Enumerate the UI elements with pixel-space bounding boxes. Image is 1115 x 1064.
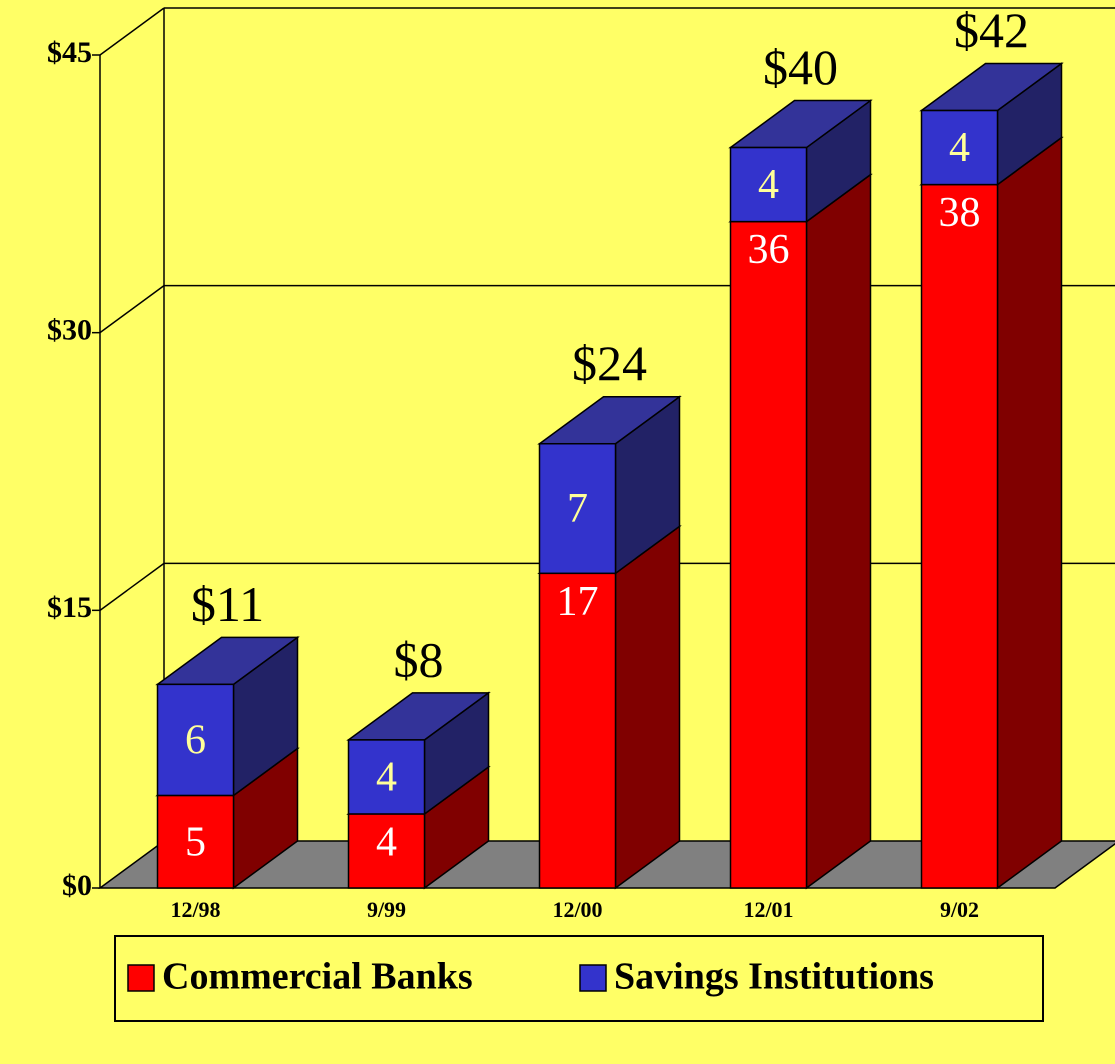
y-tick-label: $0 bbox=[62, 869, 92, 902]
bar-side bbox=[614, 524, 681, 890]
value-label: 5 bbox=[185, 820, 206, 866]
value-label: 4 bbox=[376, 755, 397, 801]
bar bbox=[920, 183, 999, 889]
bar bbox=[538, 442, 617, 575]
grid-line bbox=[99, 562, 165, 611]
bar-side bbox=[805, 173, 872, 890]
y-tick-label: $30 bbox=[47, 314, 92, 347]
legend-label: Commercial Banks bbox=[162, 956, 473, 998]
total-label: $11 bbox=[191, 576, 264, 632]
bar bbox=[156, 683, 235, 797]
legend-box bbox=[114, 935, 1044, 1022]
value-label: 38 bbox=[939, 190, 981, 236]
bar bbox=[347, 739, 426, 815]
total-label: $40 bbox=[763, 39, 838, 95]
value-label: 4 bbox=[758, 162, 779, 208]
x-tick-label: 12/00 bbox=[552, 897, 602, 922]
value-label: 7 bbox=[567, 486, 588, 532]
legend-swatch bbox=[579, 964, 607, 992]
grid-line bbox=[99, 7, 165, 56]
legend-label: Savings Institutions bbox=[614, 956, 934, 998]
grid-line bbox=[99, 285, 165, 334]
value-label: 6 bbox=[185, 718, 206, 764]
total-label: $42 bbox=[954, 2, 1029, 58]
x-tick-label: 9/99 bbox=[367, 897, 406, 922]
x-tick-label: 9/02 bbox=[940, 897, 979, 922]
bar-side bbox=[996, 136, 1063, 890]
bar bbox=[156, 794, 235, 889]
total-label: $24 bbox=[572, 335, 647, 391]
bar bbox=[920, 109, 999, 186]
x-tick-label: 12/01 bbox=[743, 897, 793, 922]
bar bbox=[729, 146, 808, 223]
value-label: 17 bbox=[557, 579, 599, 625]
total-label: $8 bbox=[394, 631, 444, 687]
bar bbox=[729, 220, 808, 889]
value-label: 36 bbox=[748, 227, 790, 273]
value-label: 4 bbox=[376, 820, 397, 866]
y-tick-label: $45 bbox=[47, 36, 92, 69]
y-tick-label: $15 bbox=[47, 591, 92, 624]
bar bbox=[538, 572, 617, 889]
value-label: 4 bbox=[949, 125, 970, 171]
legend-swatch bbox=[127, 964, 155, 992]
x-tick-label: 12/98 bbox=[170, 897, 220, 922]
